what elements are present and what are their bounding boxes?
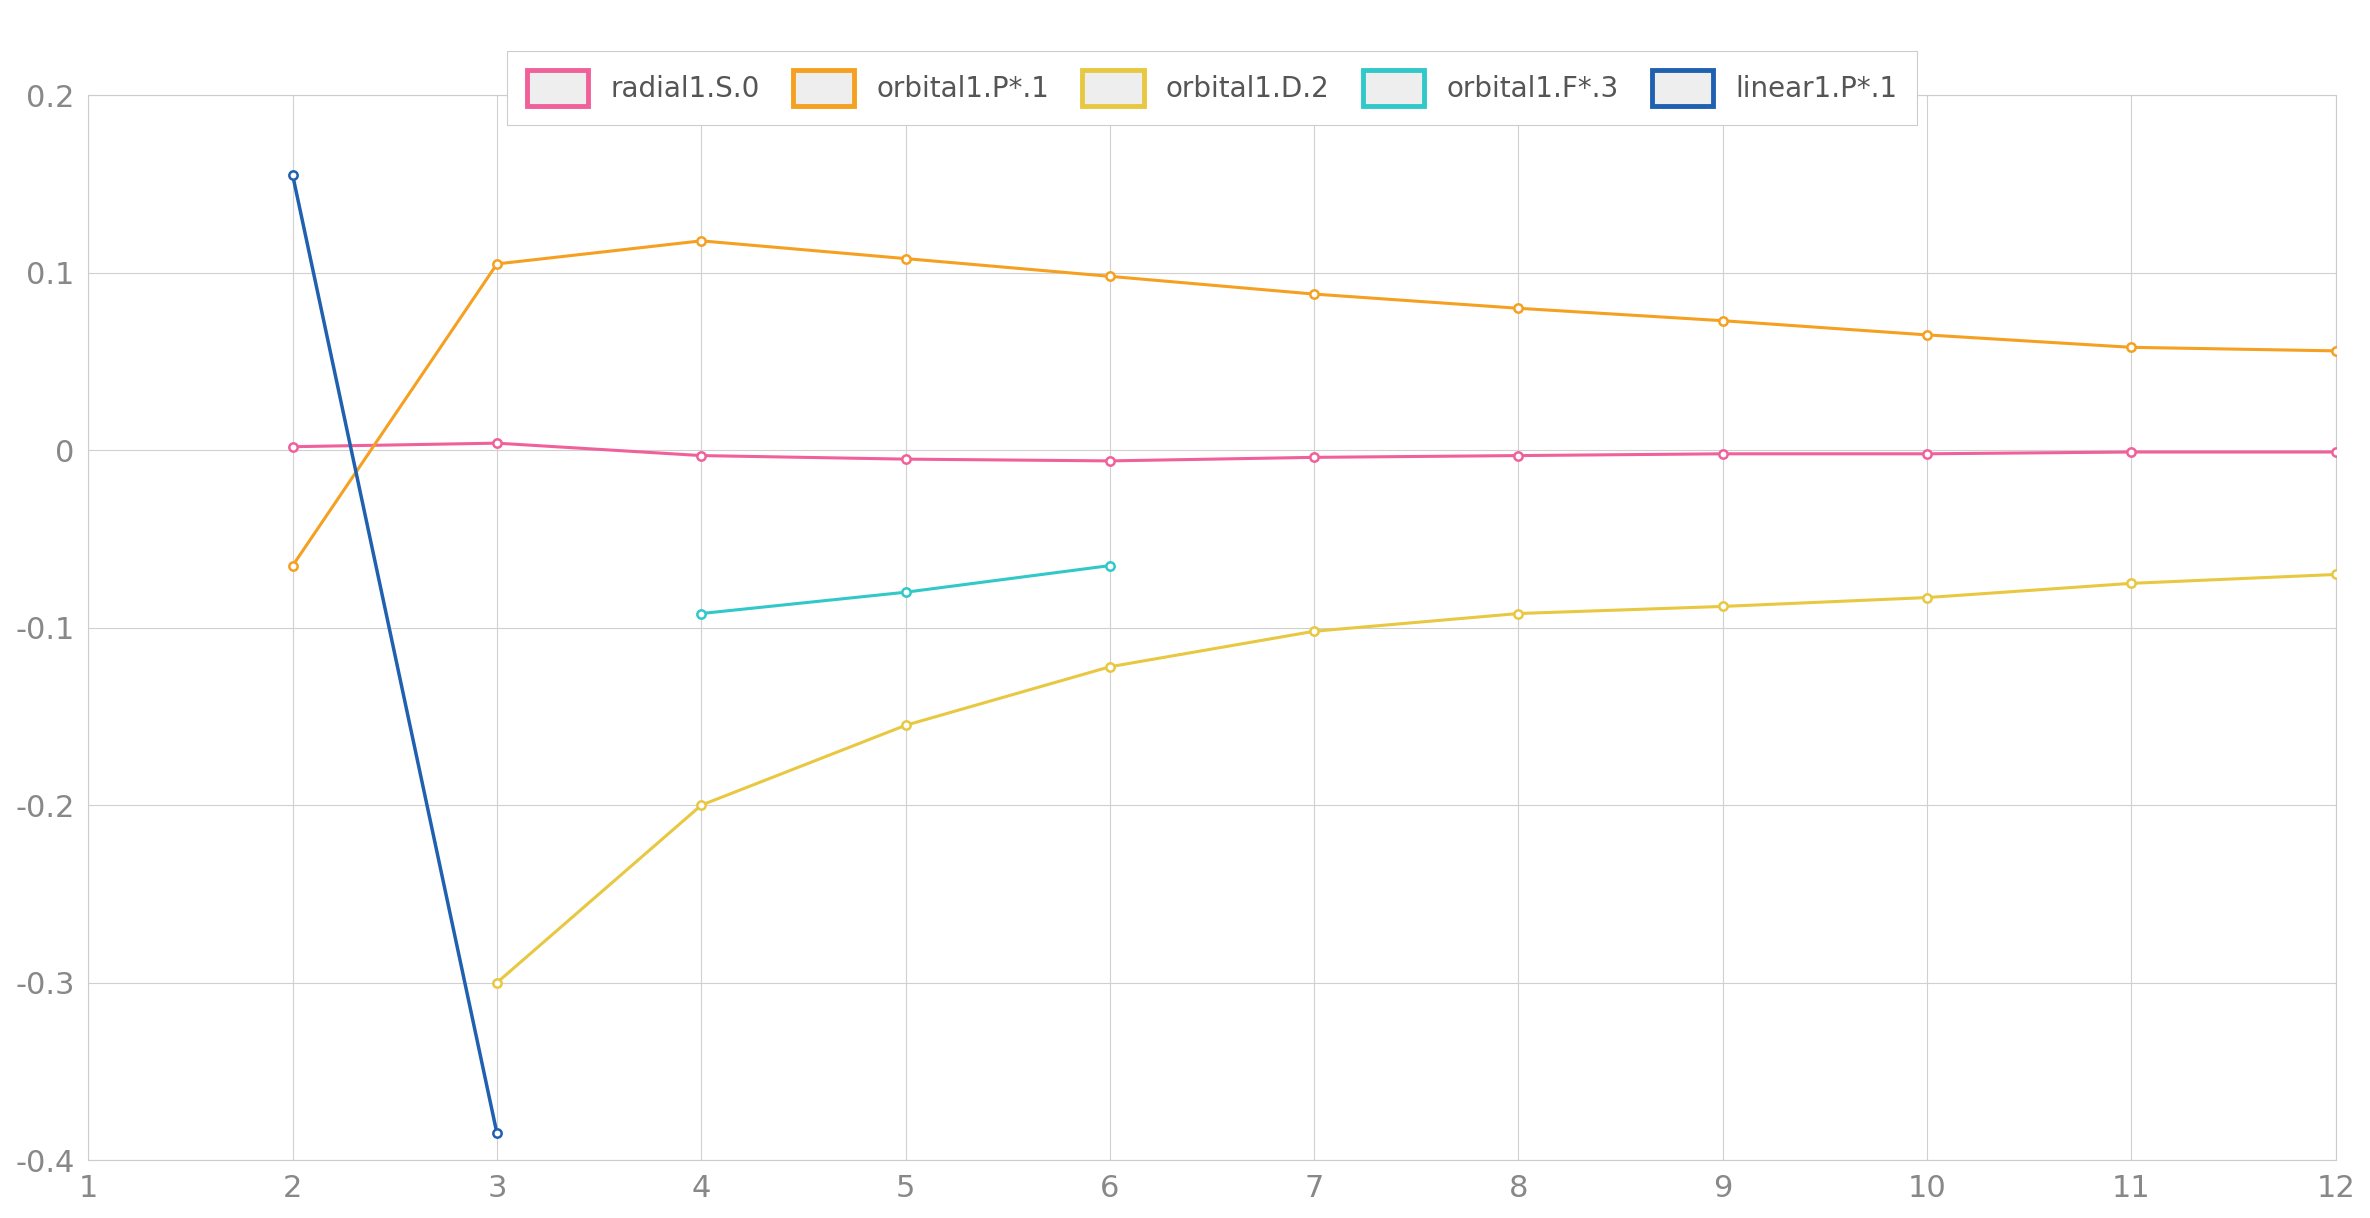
orbital1.D.2 [2320, 568, 2349, 582]
Line: orbital1.F*.3: orbital1.F*.3 [697, 561, 1114, 618]
orbital1.D.2 [891, 719, 920, 733]
radial1.S.0 [687, 448, 716, 463]
orbital1.P*.1 [1299, 286, 1327, 301]
radial1.S.0 [277, 440, 306, 454]
orbital1.P*.1 [1913, 328, 1941, 342]
orbital1.D.2 [1095, 659, 1123, 674]
orbital1.D.2 [1505, 607, 1533, 621]
radial1.S.0 [2320, 445, 2349, 459]
Line: radial1.S.0: radial1.S.0 [289, 438, 2339, 465]
orbital1.P*.1 [277, 558, 306, 572]
radial1.S.0 [1299, 449, 1327, 464]
orbital1.P*.1 [1709, 313, 1737, 328]
orbital1.P*.1 [1095, 269, 1123, 284]
orbital1.D.2 [1709, 599, 1737, 614]
Legend: radial1.S.0, orbital1.P*.1, orbital1.D.2, orbital1.F*.3, linear1.P*.1: radial1.S.0, orbital1.P*.1, orbital1.D.2… [507, 51, 1917, 125]
radial1.S.0 [483, 436, 512, 451]
orbital1.P*.1 [1505, 301, 1533, 315]
orbital1.D.2 [2116, 576, 2145, 591]
Line: orbital1.P*.1: orbital1.P*.1 [289, 236, 2339, 570]
orbital1.P*.1 [2320, 343, 2349, 358]
orbital1.F*.3 [687, 607, 716, 621]
orbital1.D.2 [1299, 624, 1327, 638]
orbital1.D.2 [1913, 591, 1941, 605]
orbital1.P*.1 [891, 251, 920, 266]
radial1.S.0 [1505, 448, 1533, 463]
radial1.S.0 [1913, 447, 1941, 462]
orbital1.P*.1 [687, 234, 716, 248]
orbital1.P*.1 [483, 257, 512, 272]
orbital1.P*.1 [2116, 340, 2145, 354]
orbital1.F*.3 [1095, 558, 1123, 572]
orbital1.D.2 [687, 798, 716, 812]
orbital1.D.2 [483, 976, 512, 990]
radial1.S.0 [891, 452, 920, 466]
radial1.S.0 [1095, 453, 1123, 468]
orbital1.F*.3 [891, 585, 920, 599]
radial1.S.0 [1709, 447, 1737, 462]
radial1.S.0 [2116, 445, 2145, 459]
Line: orbital1.D.2: orbital1.D.2 [493, 570, 2339, 987]
